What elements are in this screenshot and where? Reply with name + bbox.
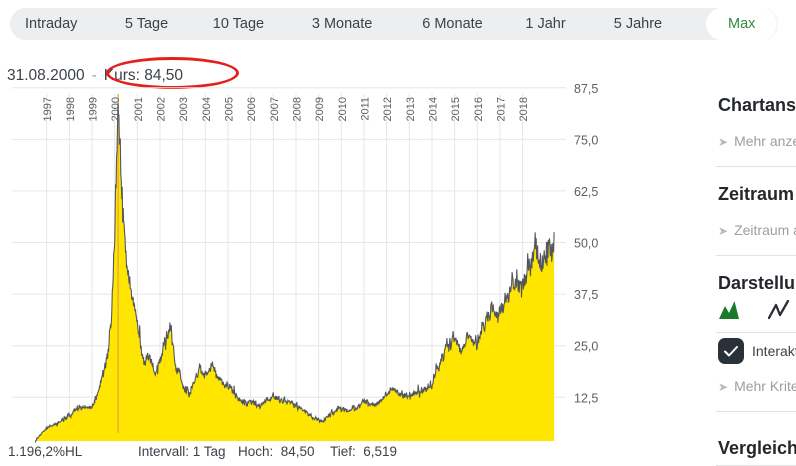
svg-text:62,5: 62,5: [574, 185, 598, 199]
svg-text:1999: 1999: [88, 97, 100, 121]
svg-text:2002: 2002: [156, 97, 168, 121]
svg-text:2001: 2001: [133, 97, 145, 121]
svg-text:2000: 2000: [110, 97, 122, 121]
svg-text:2014: 2014: [428, 97, 440, 121]
svg-text:12,5: 12,5: [574, 391, 598, 405]
svg-text:50,0: 50,0: [574, 237, 598, 251]
svg-text:2018: 2018: [518, 97, 530, 121]
svg-text:37,5: 37,5: [574, 288, 598, 302]
svg-text:87,5: 87,5: [574, 82, 598, 96]
svg-text:2007: 2007: [269, 97, 281, 121]
svg-text:2015: 2015: [450, 97, 462, 121]
svg-text:1998: 1998: [65, 97, 77, 121]
svg-text:2016: 2016: [473, 97, 485, 121]
svg-text:2009: 2009: [314, 97, 326, 121]
svg-text:2013: 2013: [405, 97, 417, 121]
svg-text:1997: 1997: [42, 97, 54, 121]
svg-text:2017: 2017: [495, 97, 507, 121]
svg-text:2005: 2005: [224, 97, 236, 121]
svg-text:2010: 2010: [337, 97, 349, 121]
svg-text:2011: 2011: [360, 97, 372, 121]
svg-text:2012: 2012: [382, 97, 394, 121]
svg-text:2008: 2008: [292, 97, 304, 121]
svg-text:25,0: 25,0: [574, 340, 598, 354]
svg-text:2004: 2004: [201, 97, 213, 121]
svg-text:2003: 2003: [178, 97, 190, 121]
svg-text:75,0: 75,0: [574, 133, 598, 147]
svg-text:2006: 2006: [246, 97, 258, 121]
